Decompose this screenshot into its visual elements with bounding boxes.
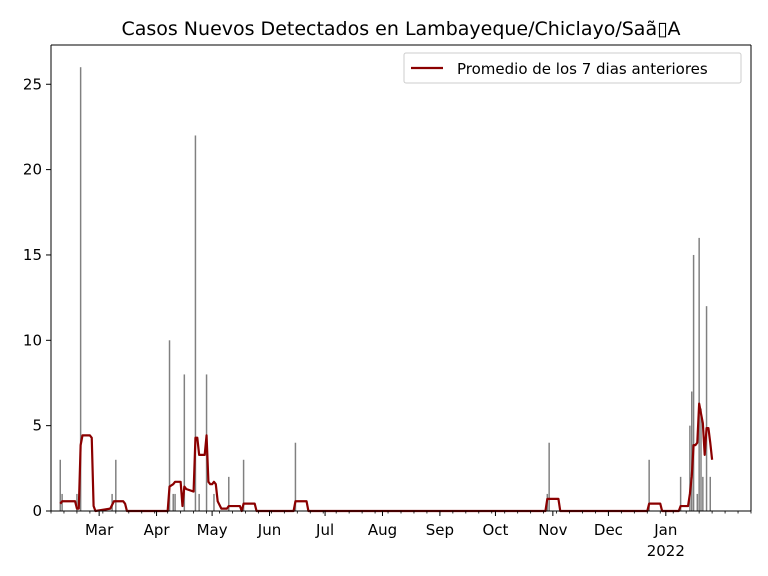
bar — [648, 459, 650, 511]
x-tick-label: May — [197, 521, 228, 539]
x-tick-label: Jul — [315, 521, 334, 539]
line-layer — [59, 402, 714, 513]
legend-label: Promedio de los 7 dias anteriores — [457, 60, 708, 78]
legend: Promedio de los 7 dias anteriores — [403, 52, 742, 84]
x-tick-label: Mar — [85, 521, 114, 539]
x-tick-label: Oct — [482, 521, 508, 539]
x-tick-label: Jan — [653, 521, 677, 539]
y-tick-label: 5 — [32, 417, 42, 435]
x-tick-label: Aug — [368, 521, 397, 539]
x-tick-label: Nov — [538, 521, 567, 539]
x-axis: Mar Apr May Jun Jul Aug Sep Oct Nov Dec Jan 2022 — [50, 511, 752, 560]
bar — [679, 476, 682, 511]
bar — [698, 237, 700, 511]
bars-layer — [59, 67, 711, 511]
bar — [709, 476, 711, 511]
bar — [198, 493, 200, 511]
bar — [115, 459, 117, 511]
bar — [174, 493, 176, 511]
x-tick-sublabel: 2022 — [647, 542, 685, 560]
bar — [692, 254, 695, 511]
axes-layer — [50, 44, 752, 512]
y-tick-label: 25 — [23, 75, 42, 93]
x-tick-label: Jun — [257, 521, 281, 539]
y-tick-label: 10 — [23, 331, 42, 349]
bar — [79, 67, 82, 511]
bar — [294, 442, 297, 511]
bar — [168, 340, 171, 511]
bar — [172, 493, 174, 511]
legend-box — [403, 52, 742, 84]
x-tick-label: Apr — [144, 521, 171, 539]
chart-title: Casos Nuevos Detectados en Lambayeque/Ch… — [121, 18, 680, 40]
y-tick-label: 0 — [32, 502, 42, 520]
y-axis: 0 5 10 15 20 25 — [23, 75, 51, 520]
y-tick-label: 15 — [23, 246, 42, 264]
x-tick-label: Dec — [594, 521, 623, 539]
bar — [548, 442, 550, 511]
series-line — [59, 402, 714, 513]
bar — [111, 493, 113, 511]
bar — [59, 459, 61, 511]
bar — [702, 476, 704, 511]
bar — [691, 391, 693, 511]
y-tick-label: 20 — [23, 161, 42, 179]
bar — [76, 493, 78, 511]
bar — [228, 476, 230, 511]
bar — [700, 408, 702, 511]
bar — [194, 135, 197, 511]
bar — [242, 459, 245, 511]
bar — [689, 425, 691, 511]
x-tick-label: Sep — [426, 521, 454, 539]
bar — [183, 374, 186, 511]
bar — [696, 493, 699, 511]
bar — [705, 306, 708, 511]
bar — [213, 493, 215, 511]
